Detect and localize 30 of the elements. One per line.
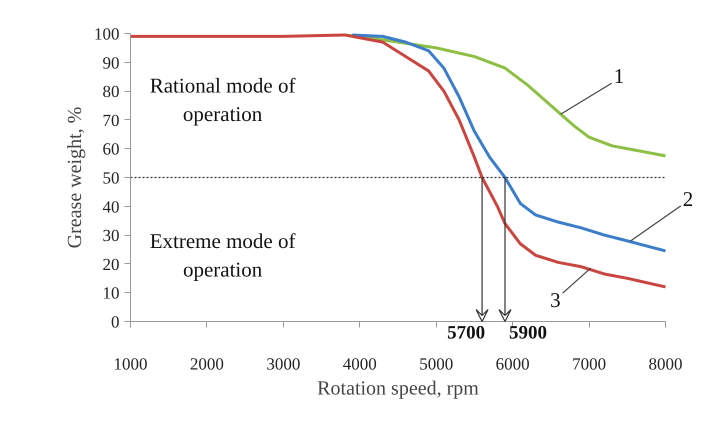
x-tick-label: 7000: [572, 354, 606, 374]
y-axis-title: Grease weight, %: [64, 106, 86, 248]
annotation: 1: [614, 64, 624, 88]
y-tick-label: 40: [102, 197, 120, 216]
annotation: Rational mode of operation: [150, 73, 296, 126]
x-tick-label: 4000: [342, 354, 377, 374]
y-tick-label: 0: [111, 312, 120, 332]
x-axis-title: Rotation speed, rpm: [317, 378, 480, 400]
line-series: [129, 33, 667, 288]
y-tick-label: 20: [102, 254, 120, 274]
annotation: 5900: [509, 322, 547, 344]
x-tick-label: 3000: [266, 354, 300, 374]
annotation: 5700: [447, 322, 486, 344]
annotation: 2: [682, 186, 694, 211]
line-series: [350, 33, 667, 252]
y-tick-label: 10: [102, 284, 120, 303]
annotation: Extreme mode of operation: [150, 228, 296, 282]
y-tick-label: 90: [102, 53, 120, 72]
x-tick-label: 6000: [496, 354, 530, 374]
x-tick-label: 2000: [190, 354, 224, 374]
x-tick-label: 8000: [648, 354, 682, 374]
y-tick-label: 60: [102, 140, 120, 159]
y-tick-label: 80: [102, 82, 120, 102]
y-tick-label: 70: [102, 110, 120, 130]
annotation: 3: [550, 288, 561, 312]
y-tick-label: 100: [94, 24, 120, 44]
y-tick-label: 50: [102, 168, 120, 188]
y-tick-label: 30: [102, 226, 120, 246]
x-tick-label: 5000: [419, 354, 454, 374]
x-tick-label: 1000: [114, 354, 148, 374]
